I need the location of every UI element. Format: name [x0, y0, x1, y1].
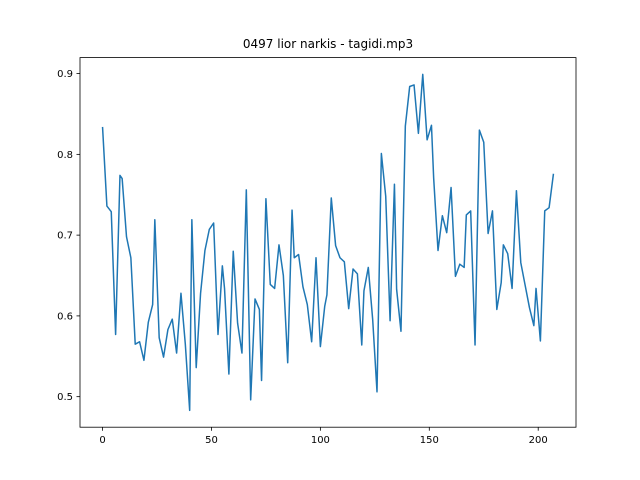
y-tick-label: 0.9: [57, 69, 73, 80]
y-tick-label: 0.8: [57, 150, 73, 161]
x-tick-label: 200: [529, 435, 548, 446]
chart-title: 0497 lior narkis - tagidi.mp3: [243, 37, 413, 51]
x-tick-label: 0: [99, 435, 105, 446]
x-tick-label: 50: [205, 435, 218, 446]
axes-frame: [79, 57, 577, 428]
y-tick-label: 0.7: [57, 231, 73, 242]
data-line: [101, 73, 555, 412]
y-tick-label: 0.5: [57, 392, 73, 403]
x-tick-label: 150: [420, 435, 439, 446]
x-tick-label: 100: [311, 435, 330, 446]
y-tick-label: 0.6: [57, 311, 73, 322]
